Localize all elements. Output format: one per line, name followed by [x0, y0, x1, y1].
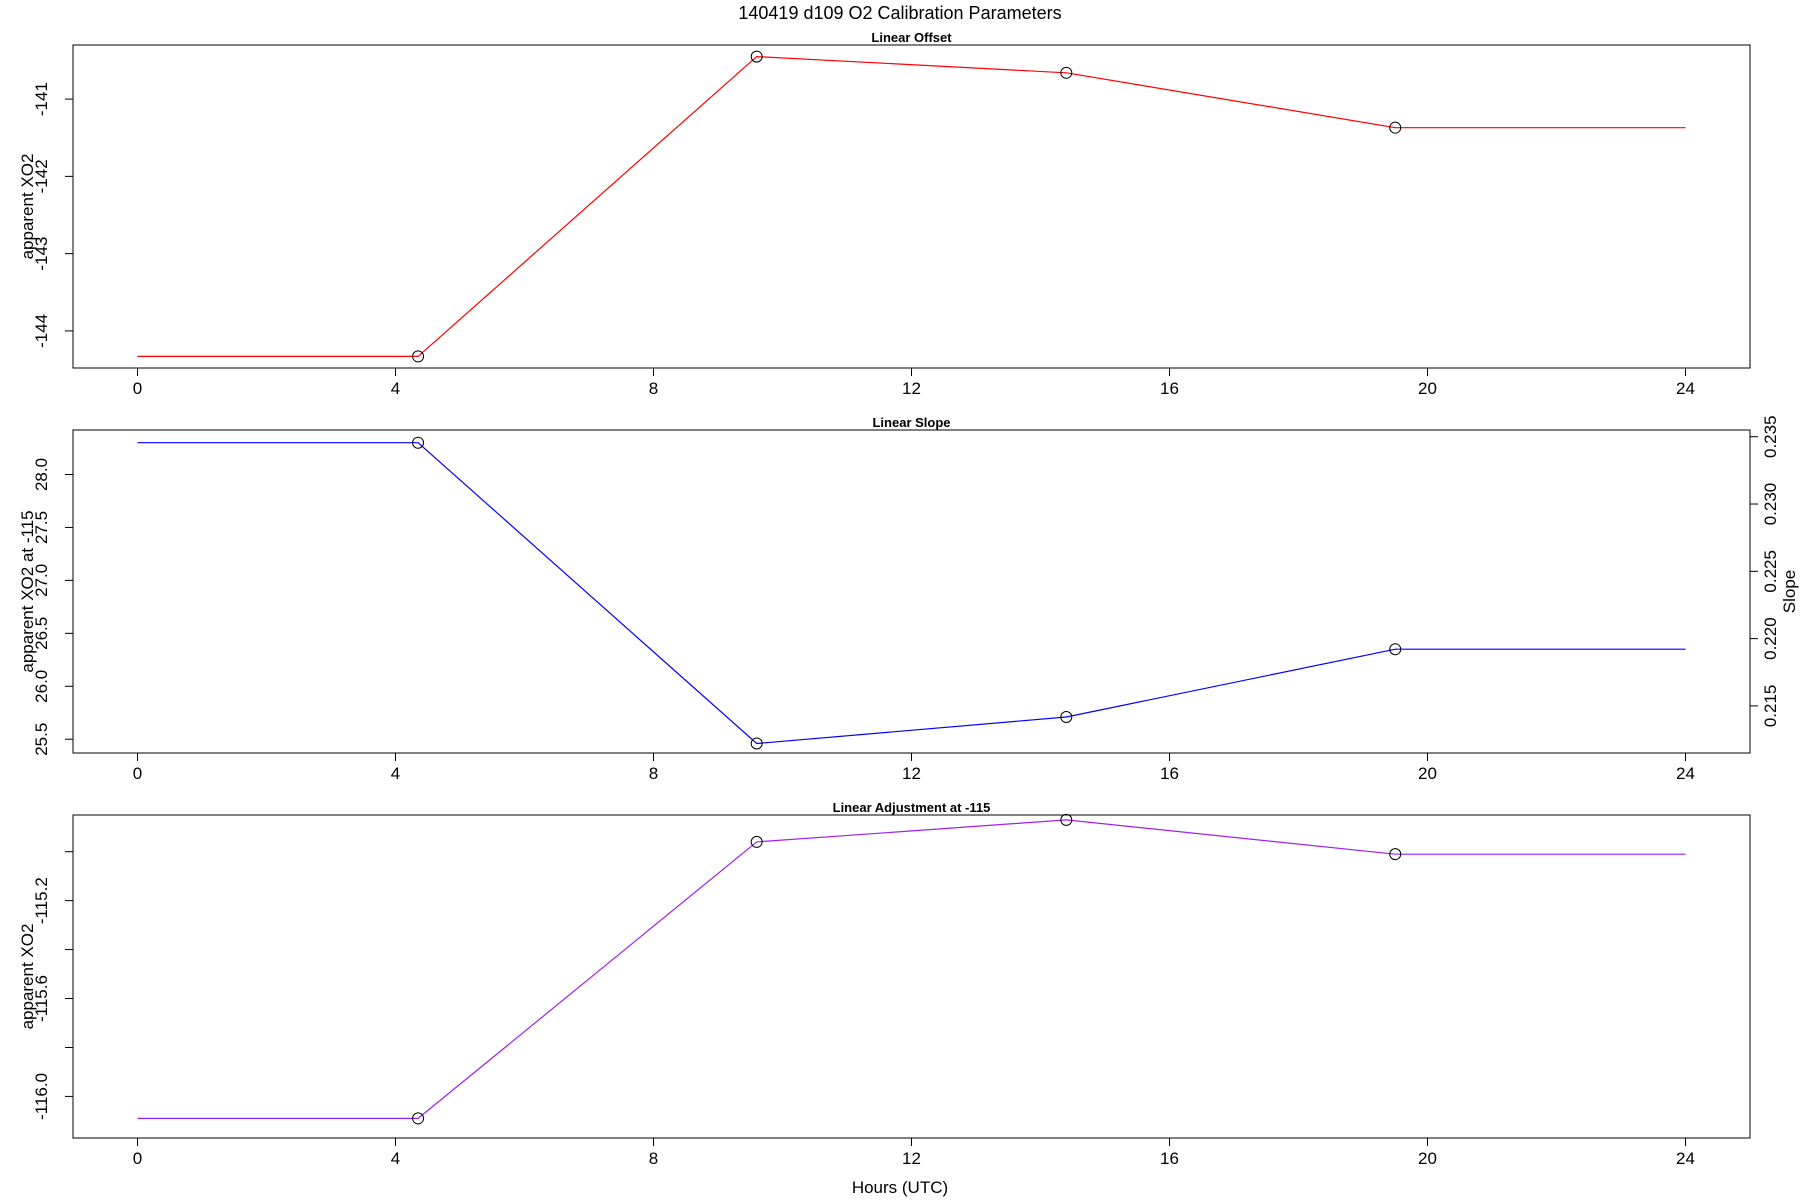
data-point-marker [750, 50, 763, 63]
x-tick-label: 8 [649, 764, 658, 783]
y2-tick-label: 0.230 [1761, 483, 1780, 526]
y2-tick-label: 0.220 [1761, 617, 1780, 660]
y-tick-label: -141 [32, 82, 51, 116]
data-point-marker [1389, 121, 1402, 134]
y-axis-label: apparent XO2 [18, 924, 37, 1030]
panel-title: Linear Adjustment at -115 [833, 800, 991, 815]
data-point-marker [412, 350, 425, 363]
series-line [137, 442, 1686, 745]
y-tick-label: -115.6 [32, 975, 51, 1022]
y-tick-label: 25.5 [32, 723, 51, 756]
x-tick-label: 24 [1676, 379, 1695, 398]
data-point-marker [750, 737, 763, 750]
x-tick-label: 24 [1676, 764, 1695, 783]
panels: Linear Offset 0 4 8 12 16 20 24 -144 -143 -142 -141… [18, 30, 1799, 1168]
x-tick-label: 12 [902, 1149, 921, 1168]
y-tick-label: 26.5 [32, 617, 51, 650]
y-tick-label: 27.0 [32, 564, 51, 597]
data-point-marker [1389, 643, 1402, 656]
x-tick-label: 20 [1418, 1149, 1437, 1168]
x-tick-label: 0 [133, 764, 142, 783]
x-tick-label: 24 [1676, 1149, 1695, 1168]
y2-tick-label: 0.215 [1761, 685, 1780, 728]
x-tick-label: 12 [902, 379, 921, 398]
y-tick-label: 26.0 [32, 670, 51, 703]
data-point-marker [412, 1112, 425, 1125]
y-tick-label: 28.0 [32, 458, 51, 491]
data-point-marker [1060, 66, 1073, 79]
figure-title: 140419 d109 O2 Calibration Parameters [738, 3, 1061, 23]
x-axis-label: Hours (UTC) [852, 1178, 948, 1197]
x-tick-label: 20 [1418, 764, 1437, 783]
panel-1: Linear Offset 0 4 8 12 16 20 24 -144 -143 -142 -141… [18, 30, 1751, 398]
x-tick-label: 16 [1160, 379, 1179, 398]
panel-title: Linear Slope [872, 415, 950, 430]
y-axis-label: apparent XO2 [18, 154, 37, 260]
y-tick-label: -142 [32, 159, 51, 193]
panel-title: Linear Offset [871, 30, 952, 45]
y2-axis-label: Slope [1780, 570, 1799, 613]
x-tick-label: 16 [1160, 1149, 1179, 1168]
x-tick-label: 8 [649, 1149, 658, 1168]
x-tick-label: 0 [133, 379, 142, 398]
x-tick-label: 4 [391, 1149, 400, 1168]
x-tick-label: 4 [391, 379, 400, 398]
y-tick-label: -115.2 [32, 877, 51, 924]
y2-tick-label: 0.225 [1761, 550, 1780, 593]
y-tick-label: 27.5 [32, 511, 51, 544]
y-tick-label: -116.0 [32, 1073, 51, 1120]
series-line [137, 55, 1686, 357]
x-tick-label: 8 [649, 379, 658, 398]
data-point-marker [1060, 813, 1073, 826]
panel-3: Linear Adjustment at -115 0 4 8 12 16 20 24 -116… [18, 800, 1751, 1168]
y-axis-label: apparent XO2 at -115 [18, 510, 37, 672]
series-line [137, 819, 1686, 1120]
x-tick-label: 16 [1160, 764, 1179, 783]
y-tick-label: -143 [32, 237, 51, 271]
y2-tick-label: 0.235 [1761, 415, 1780, 458]
data-point-marker [1060, 710, 1073, 723]
x-tick-label: 4 [391, 764, 400, 783]
data-point-marker [750, 835, 763, 848]
panel-2: Linear Slope 0 4 8 12 16 20 24 25.5 26.0 26.5 27.0 2… [18, 415, 1799, 783]
x-tick-label: 0 [133, 1149, 142, 1168]
x-tick-label: 12 [902, 764, 921, 783]
y-tick-label: -144 [32, 314, 51, 348]
data-point-marker [1389, 848, 1402, 861]
data-point-marker [412, 436, 425, 449]
x-tick-label: 20 [1418, 379, 1437, 398]
